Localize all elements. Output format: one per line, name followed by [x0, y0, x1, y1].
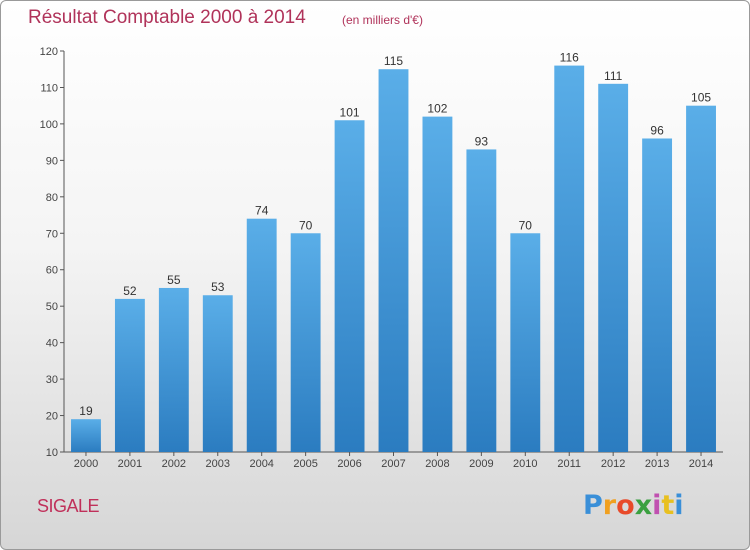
- y-tick-label: 80: [46, 192, 58, 204]
- logo-letter: t: [661, 490, 675, 521]
- bar-value-label: 53: [211, 280, 225, 294]
- y-tick-label: 50: [46, 301, 58, 313]
- y-tick-label: 60: [46, 265, 58, 277]
- bar-value-label: 55: [167, 273, 181, 287]
- bar-2011: [554, 65, 585, 452]
- logo-letter: i: [652, 490, 662, 521]
- bar-value-label: 74: [255, 204, 269, 218]
- x-tick-label: 2007: [381, 458, 405, 470]
- bar-value-label: 19: [79, 404, 93, 418]
- bar-2009: [466, 149, 497, 452]
- bar-2008: [422, 116, 453, 453]
- bar-2002: [158, 287, 189, 452]
- x-tick-label: 2009: [469, 458, 493, 470]
- y-tick-label: 120: [40, 46, 58, 58]
- bar-value-label: 105: [691, 91, 711, 105]
- y-tick-label: 40: [46, 338, 58, 350]
- bar-value-label: 111: [604, 69, 623, 83]
- x-tick-label: 2005: [293, 458, 317, 470]
- logo-letter: r: [602, 490, 617, 521]
- chart-title: Résultat Comptable 2000 à 2014: [28, 7, 306, 28]
- bar-2004: [246, 218, 277, 452]
- y-tick-label: 20: [46, 411, 58, 423]
- bar-2003: [202, 295, 233, 452]
- x-tick-label: 2006: [337, 458, 361, 470]
- x-tick-label: 2014: [689, 458, 713, 470]
- bar-2007: [378, 69, 409, 453]
- bar-2005: [290, 233, 321, 452]
- x-tick-label: 2012: [601, 458, 625, 470]
- bar-value-label: 93: [475, 134, 489, 148]
- bar-value-label: 52: [123, 284, 137, 298]
- place-name: SIGALE: [37, 496, 100, 516]
- bar-value-label: 102: [427, 102, 447, 116]
- bar-value-label: 96: [650, 123, 664, 137]
- bar-value-label: 101: [340, 105, 360, 119]
- x-tick-label: 2002: [162, 458, 186, 470]
- bar-value-label: 70: [299, 218, 313, 232]
- logo-letter: x: [634, 490, 653, 521]
- x-tick-label: 2010: [513, 458, 537, 470]
- logo-letter: i: [674, 490, 684, 521]
- x-tick-label: 2013: [645, 458, 669, 470]
- bar-2014: [686, 105, 716, 452]
- proxiti-logo: Proxiti: [583, 490, 684, 521]
- bar-2012: [598, 83, 629, 453]
- bar-2013: [642, 138, 673, 452]
- y-tick-label: 100: [40, 119, 58, 131]
- y-tick-label: 10: [46, 447, 58, 459]
- y-tick-label: 90: [46, 155, 58, 167]
- bar-value-label: 115: [384, 54, 403, 68]
- x-tick-label: 2001: [118, 458, 142, 470]
- y-tick-label: 110: [40, 82, 58, 94]
- chart-subtitle: (en milliers d'€): [342, 13, 423, 27]
- x-tick-label: 2000: [74, 458, 98, 470]
- x-tick-label: 2008: [425, 458, 449, 470]
- bar-2000: [71, 419, 101, 452]
- logo-letter: P: [583, 490, 603, 521]
- y-tick-label: 30: [46, 374, 58, 386]
- x-tick-label: 2011: [557, 458, 581, 470]
- bar-value-label: 116: [560, 51, 579, 65]
- bar-2001: [114, 298, 145, 452]
- logo-letter: o: [616, 490, 635, 521]
- bar-2010: [510, 233, 541, 452]
- x-tick-label: 2003: [206, 458, 230, 470]
- y-tick-label: 70: [46, 228, 58, 240]
- bar-2006: [334, 120, 365, 452]
- bar-value-label: 70: [519, 218, 533, 232]
- x-tick-label: 2004: [249, 458, 273, 470]
